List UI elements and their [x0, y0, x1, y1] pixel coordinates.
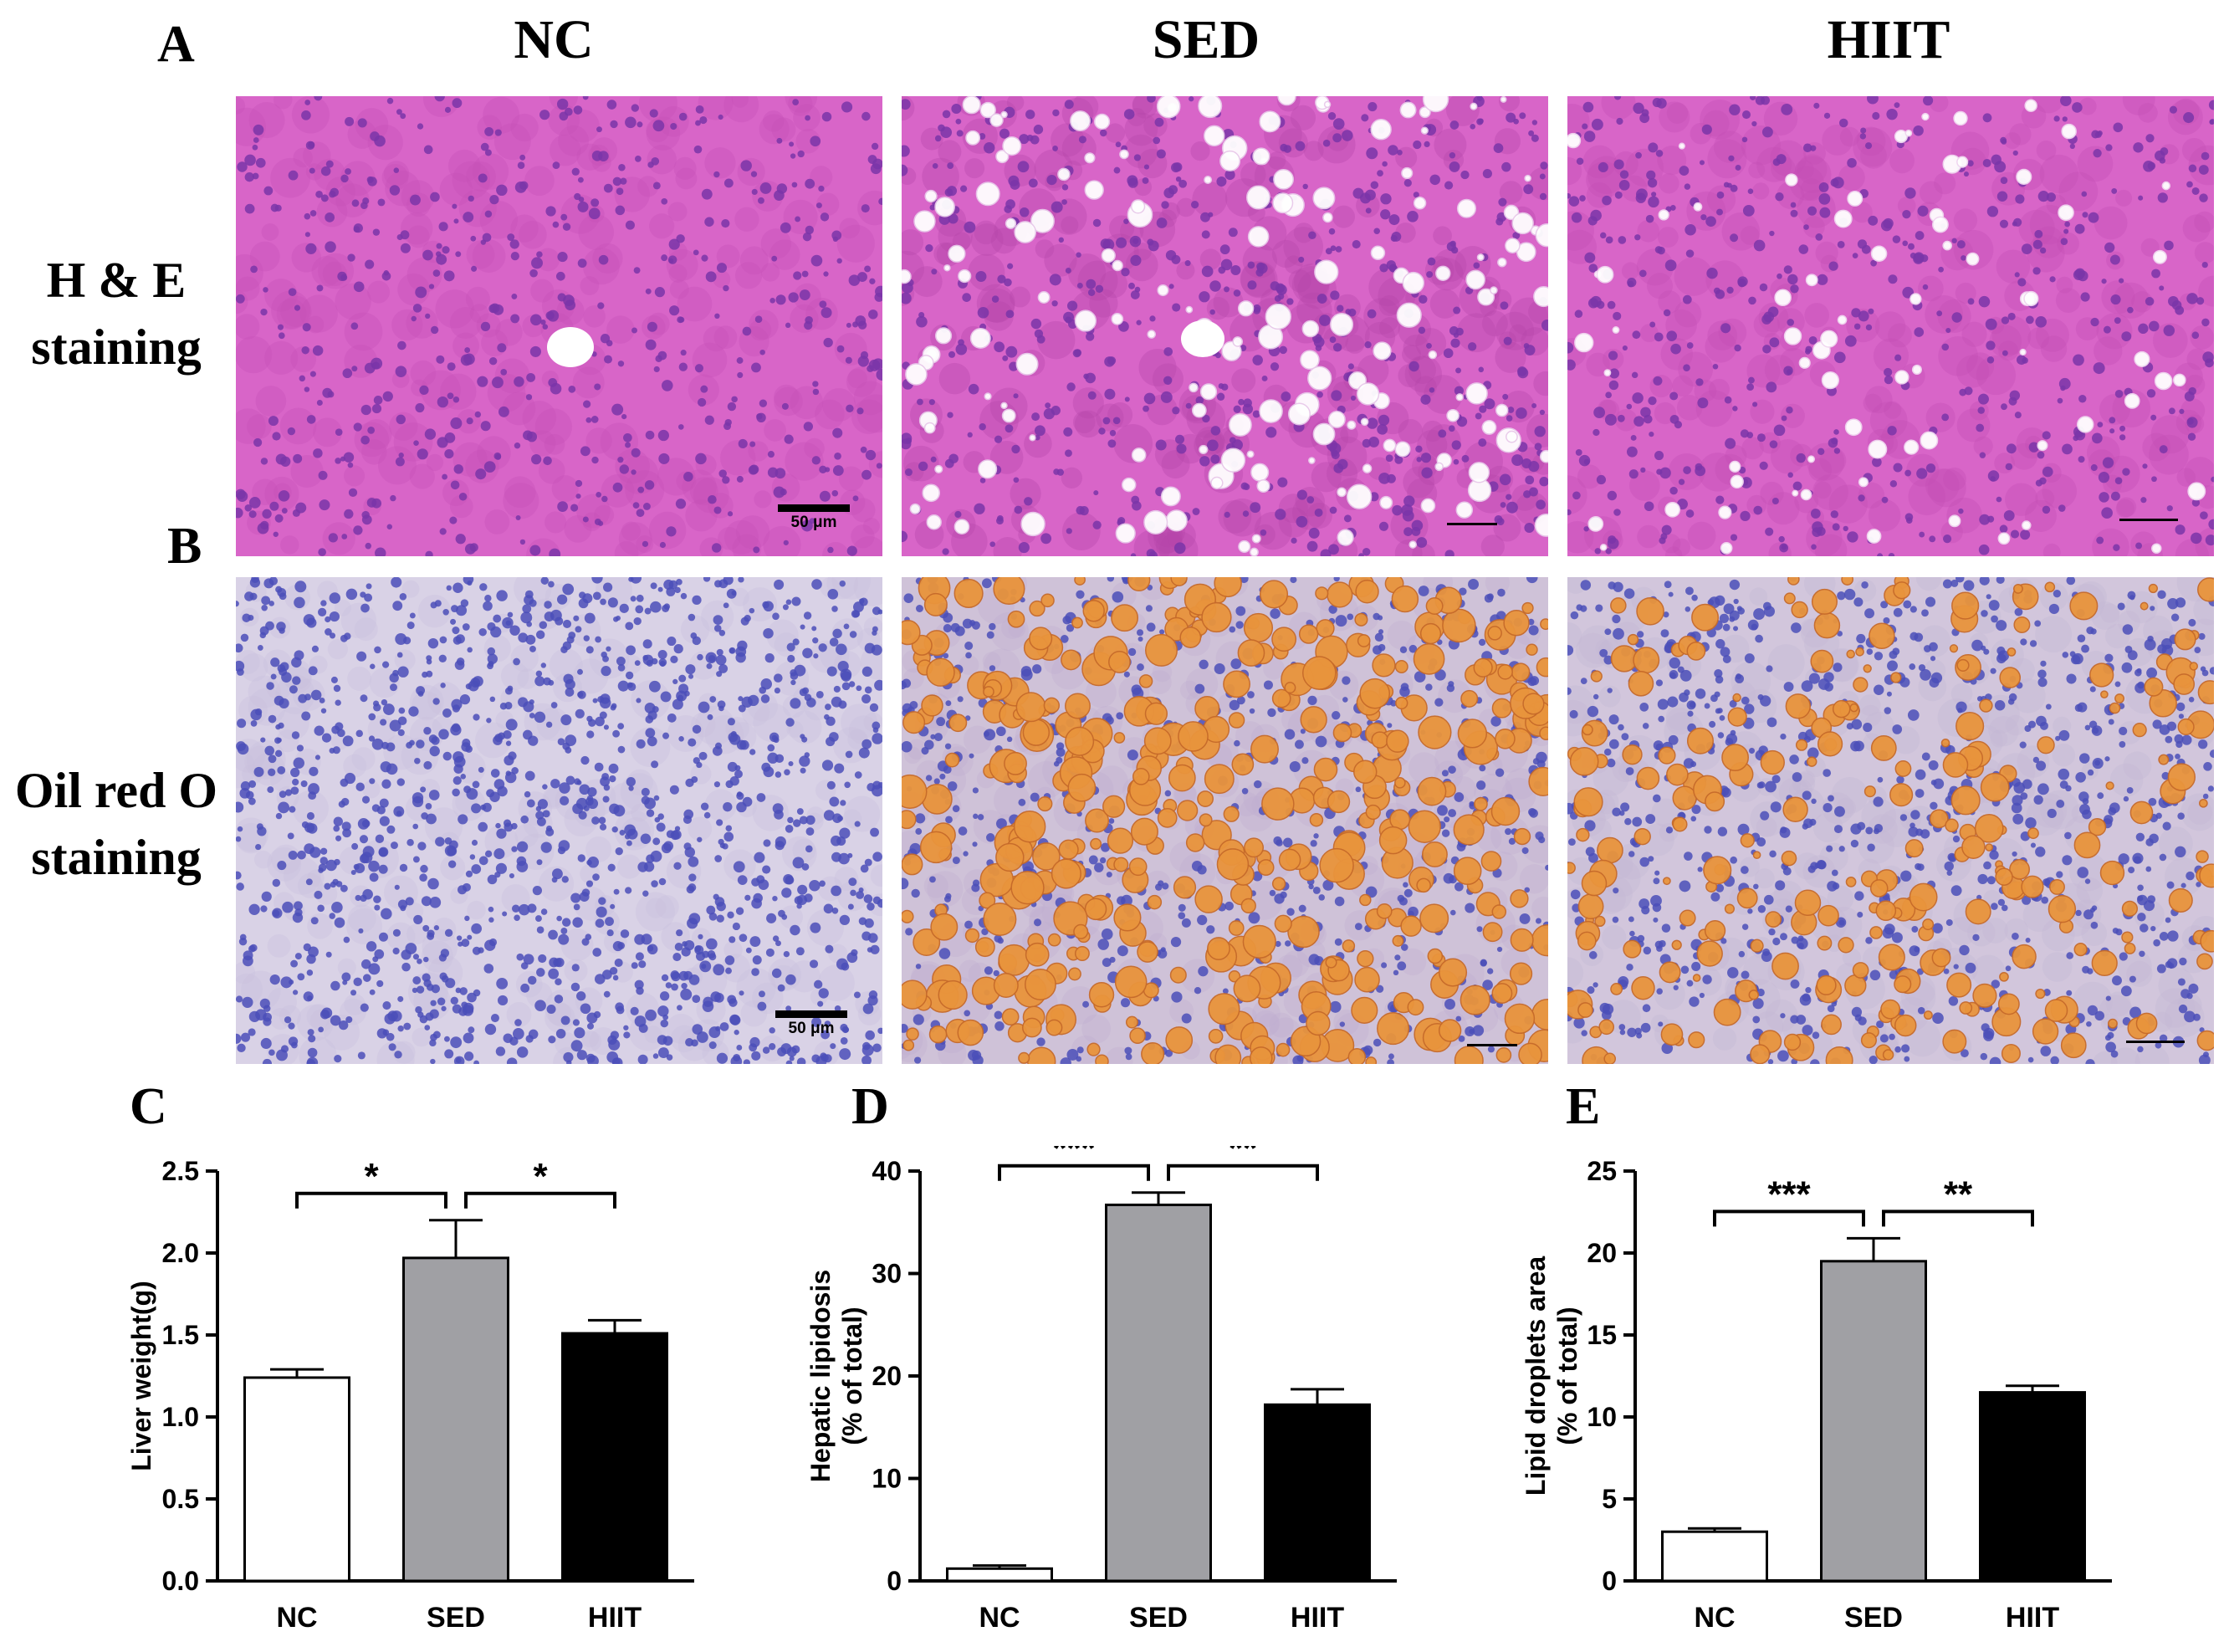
column-header-hiit: HIIT [1562, 8, 2215, 72]
y-tick-label: 0.0 [162, 1566, 199, 1596]
micrograph-he-nc: 50 μm [236, 96, 882, 556]
significance-label: * [533, 1156, 548, 1197]
y-tick-label: 2.5 [162, 1156, 199, 1186]
x-tick-label: NC [1694, 1602, 1735, 1634]
bar-sed [404, 1258, 509, 1581]
y-tick-label: 1.0 [162, 1402, 199, 1432]
panel-letter-c: C [130, 1077, 167, 1137]
bar-nc [245, 1378, 350, 1581]
significance-label: * [364, 1156, 379, 1197]
significance-bracket: * [297, 1156, 446, 1209]
y-tick-label: 0 [1602, 1566, 1617, 1596]
bar-sed [1822, 1261, 1926, 1581]
significance-bracket: *** [999, 1146, 1148, 1181]
micrograph-oro-sed [902, 577, 1548, 1064]
x-tick-label: SED [427, 1602, 485, 1634]
row-label-oro-line1: Oil red O [3, 757, 229, 824]
scale-bar-label: 50 μm [778, 514, 850, 532]
y-axis-label: Hepatic lipidosis [805, 1270, 836, 1482]
y-tick-label: 15 [1587, 1320, 1617, 1350]
y-tick-label: 2.0 [162, 1238, 199, 1268]
chart-lipid-droplets: 0 5 10 15 20 25 Lipid droplets area(% of total… [1518, 1146, 2187, 1652]
panel-letter-a: A [157, 15, 195, 74]
bar-sed [1107, 1204, 1211, 1581]
column-header-nc: NC [228, 8, 880, 72]
bar-hiit [1265, 1404, 1370, 1581]
y-tick-label: 20 [1587, 1238, 1617, 1268]
y-tick-label: 25 [1587, 1156, 1617, 1186]
panel-letter-d: D [851, 1077, 889, 1137]
x-tick-label: HIIT [2006, 1602, 2059, 1634]
bar-chart-e: 0 5 10 15 20 25 Lipid droplets area(% of total… [1518, 1146, 2187, 1648]
bar-nc [1663, 1532, 1767, 1581]
y-tick-label: 5 [1602, 1484, 1617, 1514]
x-tick-label: HIIT [1291, 1602, 1344, 1634]
significance-label: *** [1767, 1174, 1811, 1215]
scale-bar-label: 50 μm [775, 1020, 847, 1038]
micrograph-oro-hiit [1567, 577, 2214, 1064]
x-tick-label: SED [1844, 1602, 1903, 1634]
y-axis-label: (% of total) [837, 1307, 867, 1445]
row-label-oro-line2: staining [3, 824, 229, 891]
significance-bracket: *** [1715, 1174, 1863, 1226]
y-axis-label: Liver weight(g) [126, 1281, 156, 1471]
micrograph-he-hiit [1567, 96, 2214, 556]
y-tick-label: 0 [887, 1566, 902, 1596]
y-tick-label: 40 [872, 1156, 902, 1186]
scale-bar: 50 μm [778, 504, 850, 532]
y-axis-label: (% of total) [1552, 1307, 1582, 1445]
significance-bracket: ** [1168, 1146, 1317, 1181]
scale-bar-small [2126, 1041, 2185, 1043]
y-axis-label: Lipid droplets area [1521, 1256, 1551, 1496]
y-tick-label: 30 [872, 1259, 902, 1289]
bar-chart-d: 0 10 20 30 40 Hepatic lipidosis(% of total) NC… [803, 1146, 1464, 1648]
scale-bar-small [1447, 523, 1497, 525]
significance-bracket: ** [1884, 1174, 2032, 1226]
scale-bar-small [1467, 1044, 1517, 1046]
bar-hiit [1981, 1393, 2085, 1581]
x-tick-label: SED [1129, 1602, 1188, 1634]
row-label-he: H & E staining [3, 247, 229, 381]
bar-hiit [563, 1333, 667, 1581]
panel-letter-b: B [167, 517, 202, 576]
bar-nc [948, 1568, 1052, 1581]
chart-liver-weight: 0.0 0.5 1.0 1.5 2.0 2.5 Liver weight(g) NC SED HI… [117, 1146, 753, 1652]
x-tick-label: NC [276, 1602, 317, 1634]
x-tick-label: NC [979, 1602, 1020, 1634]
y-tick-label: 0.5 [162, 1484, 199, 1514]
row-label-he-line1: H & E [3, 247, 229, 314]
row-label-oro: Oil red O staining [3, 757, 229, 891]
bar-chart-c: 0.0 0.5 1.0 1.5 2.0 2.5 Liver weight(g) NC SED HI… [117, 1146, 753, 1648]
scale-bar-small [2119, 519, 2178, 521]
micrograph-he-sed [902, 96, 1548, 556]
chart-hepatic-lipidosis: 0 10 20 30 40 Hepatic lipidosis(% of total) NC… [803, 1146, 1464, 1652]
micrograph-oro-nc: 50 μm [236, 577, 882, 1064]
y-tick-label: 20 [872, 1361, 902, 1391]
scale-bar: 50 μm [775, 1010, 847, 1038]
significance-label: ** [1229, 1146, 1258, 1169]
y-tick-label: 10 [872, 1464, 902, 1494]
y-tick-label: 1.5 [162, 1320, 199, 1350]
significance-bracket: * [466, 1156, 615, 1209]
y-tick-label: 10 [1587, 1402, 1617, 1432]
significance-label: ** [1944, 1174, 1973, 1215]
row-label-he-line2: staining [3, 314, 229, 381]
column-header-sed: SED [880, 8, 1532, 72]
panel-letter-e: E [1566, 1077, 1600, 1137]
significance-label: *** [1052, 1146, 1096, 1169]
x-tick-label: HIIT [588, 1602, 642, 1634]
